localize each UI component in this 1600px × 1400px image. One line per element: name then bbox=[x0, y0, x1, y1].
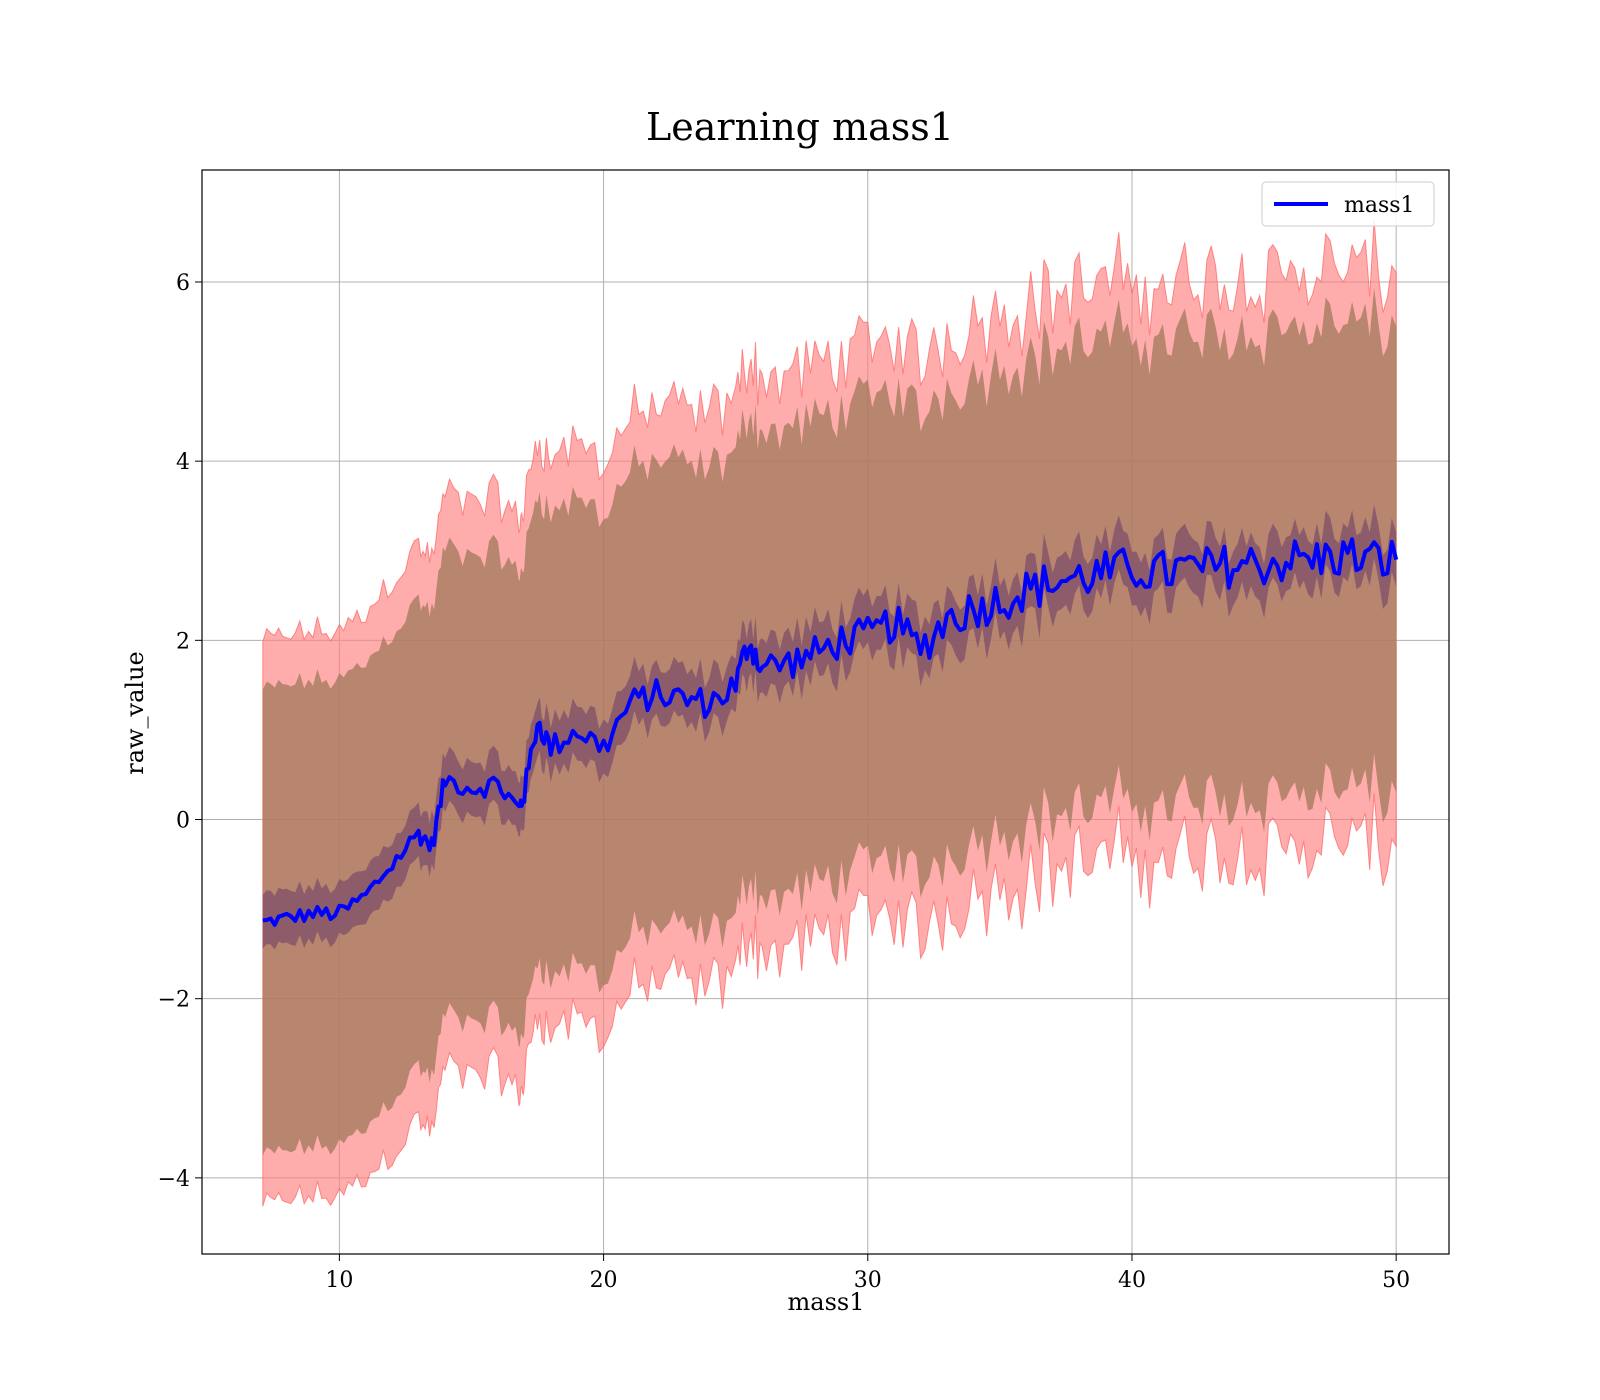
x-tick-label: 30 bbox=[854, 1268, 882, 1293]
x-tick-label: 10 bbox=[325, 1268, 353, 1293]
uncertainty-bands bbox=[262, 219, 1397, 1207]
y-axis-label: raw_value bbox=[121, 651, 149, 775]
y-tick-label: 6 bbox=[176, 271, 190, 296]
legend-label: mass1 bbox=[1344, 193, 1415, 218]
x-tick-label: 20 bbox=[590, 1268, 618, 1293]
y-tick-label: 4 bbox=[176, 450, 190, 475]
chart-title: Learning mass1 bbox=[646, 105, 954, 149]
series-line-mass1 bbox=[262, 537, 1399, 927]
series-lines bbox=[262, 537, 1399, 927]
x-tick-label: 40 bbox=[1118, 1268, 1146, 1293]
x-axis-ticks: 10 20 30 40 50 bbox=[325, 1254, 1410, 1293]
legend: mass1 bbox=[1261, 181, 1435, 227]
y-axis-ticks: −4 −2 0 2 4 6 bbox=[158, 271, 202, 1192]
plot-frame bbox=[201, 169, 1450, 1255]
legend-box bbox=[1261, 181, 1435, 227]
x-axis-label: mass1 bbox=[788, 1288, 865, 1316]
inner-band bbox=[262, 504, 1397, 950]
y-tick-label: −2 bbox=[158, 988, 190, 1013]
y-tick-label: −4 bbox=[158, 1167, 190, 1192]
x-tick-label: 50 bbox=[1382, 1268, 1410, 1293]
middle-band bbox=[262, 287, 1397, 1156]
y-tick-label: 2 bbox=[176, 629, 190, 654]
y-tick-label: 0 bbox=[176, 809, 190, 834]
